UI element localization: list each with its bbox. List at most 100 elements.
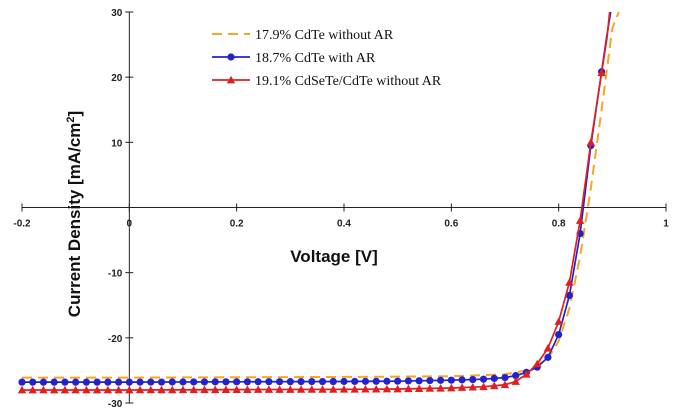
series-3-point: [468, 382, 477, 391]
series-3-point: [286, 385, 295, 393]
series-3-point: [253, 385, 263, 393]
series-3-point: [157, 385, 166, 394]
y-tick-label: -30: [108, 399, 123, 410]
y-tick-label: 10: [111, 138, 123, 149]
series-2-point: [222, 378, 230, 386]
series-3-point: [372, 384, 381, 393]
x-tick-label: 0.4: [337, 219, 351, 230]
series-2-point: [555, 330, 563, 339]
series-layer: [17, 11, 620, 394]
series-3-point: [490, 381, 499, 390]
series-3-point: [146, 385, 155, 394]
series-3-point: [178, 385, 188, 394]
series-2-point: [82, 378, 90, 386]
series-3-point: [543, 344, 553, 352]
series-3-point: [296, 385, 306, 393]
series-2-point: [50, 378, 58, 386]
series-3-point: [221, 385, 231, 394]
legend-marker-2: [227, 53, 235, 61]
legend-item-2: 18.7% CdTe with AR: [212, 51, 376, 66]
legend-marker-3: [226, 75, 236, 84]
series-2-point: [211, 378, 219, 386]
series-3-point: [168, 385, 177, 394]
series-2-point: [415, 377, 423, 385]
series-3-point: [479, 382, 488, 391]
series-3-point: [71, 385, 80, 394]
y-axis-title: Current Density [mA/cm2]: [65, 111, 84, 317]
series-2-point: [512, 372, 520, 380]
series-2-point: [93, 378, 101, 386]
series-3-point: [50, 385, 59, 394]
legend: 17.9% CdTe without AR 18.7% CdTe with AR…: [212, 28, 442, 89]
series-2-point: [447, 376, 455, 384]
series-3-point: [361, 384, 370, 393]
series-3-point: [135, 385, 145, 394]
y-axis-title-superscript: 2: [65, 116, 77, 122]
series-3-point: [329, 385, 338, 393]
legend-label-3: 19.1% CdSeTe/CdTe without AR: [255, 74, 442, 89]
series-2-point: [39, 378, 48, 386]
series-2: [18, 11, 612, 386]
series-3-point: [92, 385, 102, 394]
series-3-point: [382, 384, 392, 393]
series-2-point: [426, 376, 434, 385]
series-2-point: [18, 378, 26, 386]
x-axis-title: Voltage [V]: [290, 247, 378, 266]
series-3-point: [511, 377, 520, 385]
series-3-point: [447, 383, 456, 392]
series-3-point: [575, 216, 585, 224]
series-3-point: [554, 317, 563, 325]
series-2-point: [276, 378, 284, 386]
series-3-point: [597, 68, 606, 77]
series-3-point: [211, 385, 220, 394]
series-2-point: [544, 353, 552, 361]
series-2-point: [501, 373, 509, 382]
series-3-point: [457, 383, 467, 391]
series-2-point: [479, 375, 488, 383]
series-3-point: [243, 385, 252, 393]
series-3-point: [522, 370, 531, 378]
legend-marker-shape: [227, 53, 235, 61]
series-2-point: [469, 375, 477, 384]
series-3-point: [425, 384, 435, 392]
series-3-point: [17, 385, 27, 394]
series-2-point: [297, 378, 305, 386]
series-2-point: [361, 377, 370, 385]
y-tick-label: 30: [111, 8, 123, 19]
series-3-point: [60, 385, 70, 394]
series-3-point: [339, 385, 349, 393]
series-line-1: [22, 11, 620, 379]
x-axis-ticks: -0.2 0 0.2 0.4 0.6 0.8 1: [13, 203, 669, 230]
x-tick-label: -0.2: [13, 219, 31, 230]
x-tick-label: 0.6: [444, 219, 458, 230]
series-2-point: [136, 378, 144, 386]
series-1: [22, 11, 620, 379]
series-2-point: [565, 291, 574, 300]
series-3-point: [275, 385, 284, 393]
y-tick-label: -10: [108, 269, 123, 280]
series-3-point: [500, 380, 510, 389]
series-2-point: [286, 378, 294, 386]
series-3-point: [232, 385, 241, 394]
series-3-point: [39, 385, 48, 394]
series-2-point: [168, 378, 176, 386]
series-2-point: [329, 377, 337, 386]
y-tick-label: -20: [108, 334, 123, 345]
series-2-point: [243, 378, 251, 386]
series-2-point: [265, 378, 273, 386]
series-3-point: [404, 384, 413, 393]
series-2-point: [157, 378, 166, 386]
series-2-point: [383, 377, 391, 385]
series-2-point: [340, 377, 348, 386]
legend-marker-shape: [226, 75, 236, 84]
series-3-point: [28, 385, 37, 394]
x-tick-label: 0: [127, 219, 133, 230]
series-2-point: [104, 378, 112, 386]
series-2-point: [254, 378, 262, 386]
series-2-point: [233, 378, 241, 386]
legend-label-1: 17.9% CdTe without AR: [255, 28, 394, 43]
series-2-point: [72, 378, 80, 386]
series-2-point: [200, 378, 209, 386]
